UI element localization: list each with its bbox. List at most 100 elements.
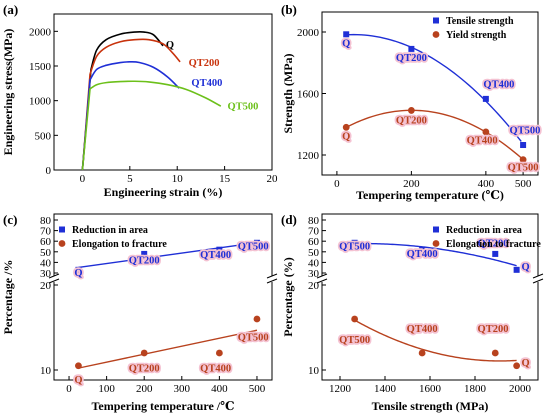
legend-marker [58,240,66,247]
point-label-glow: QT200 [129,255,160,266]
y-tick-label: 1200 [297,150,320,162]
data-point [351,239,358,246]
y-tick-label: 10 [40,365,52,377]
legend-marker [432,240,440,247]
point-label-glow: QT500 [339,335,370,346]
axis-break-gap [533,276,543,282]
y-axis-label: Percentage /% [1,260,15,335]
point-label-glow: QT500 [510,125,541,136]
legend-marker [433,226,439,233]
data-point [140,349,148,357]
point-label-glow: QT200 [478,324,509,335]
point-label: QT500 [238,332,269,343]
curve-label: QT500 [227,102,258,113]
point-label: QT200 [478,239,509,250]
data-point [343,31,350,38]
data-point [408,45,415,52]
x-tick-label: 15 [219,173,231,185]
x-axis-label: Engineering strain (%) [104,185,223,199]
panel-label: (b) [281,2,297,17]
stress-strain-curve [81,30,164,171]
point-label-glow: QT400 [407,249,438,260]
y-tick-label: 80 [308,215,320,227]
x-axis-label: Tensile strength (MPa) [372,399,489,413]
point-label: QT200 [129,255,160,266]
data-point [482,128,490,136]
x-tick-label: 5 [127,173,133,185]
point-label: QT200 [396,115,427,126]
panel-label: (a) [3,2,18,17]
point-label: Q [342,132,350,143]
axis-break-mark [316,273,328,279]
point-label: Q [74,268,82,279]
y-tick-label: 1500 [29,61,52,73]
y-axis-label: Strength (MPa) [281,53,295,133]
axis-break-mark [266,273,278,279]
x-tick-label: 1200 [329,383,352,395]
point-label-glow: Q [74,375,82,386]
point-label-glow: QT400 [467,135,498,146]
data-point [215,349,223,357]
legend-marker [432,31,440,38]
fit-curve [346,33,522,142]
point-label-glow: QT400 [200,364,231,375]
axis-break-mark [532,273,544,279]
data-point [253,239,260,246]
y-tick-label: 30 [308,268,320,280]
data-point [351,315,359,323]
point-label: Q [342,39,350,50]
y-tick-label: 70 [308,226,320,238]
x-tick-label: 1400 [374,383,397,395]
y-tick-label: 2000 [29,26,52,38]
y-tick-label: 2000 [297,27,320,39]
fit-line [78,329,258,369]
legend-label: Yield strength [446,30,507,41]
point-label-glow: Q [342,132,350,143]
fit-line [354,242,517,267]
fit-line [354,319,517,362]
x-tick-label: 2000 [509,383,532,395]
data-point [419,246,426,253]
point-label: QT500 [510,125,541,136]
point-label-glow: QT500 [508,162,539,173]
point-label: Q [522,358,530,369]
point-label: QT400 [407,249,438,260]
y-tick-label: 60 [40,236,52,248]
point-label: Q [74,375,82,386]
point-label-glow: QT500 [238,332,269,343]
axis-break-mark [266,278,278,284]
point-label: QT400 [483,79,514,90]
y-tick-label: 80 [40,215,52,227]
point-label: QT200 [396,53,427,64]
point-label-glow: QT200 [129,364,160,375]
point-label-glow: Q [522,358,530,369]
point-label-glow: QT500 [339,242,370,253]
y-tick-label: 20 [308,280,320,292]
point-label-glow: QT400 [407,324,438,335]
x-tick-label: 20 [267,173,279,185]
data-point [75,362,82,370]
point-label-glow: QT400 [200,250,231,261]
data-point [342,123,350,131]
x-tick-label: 0 [66,383,72,395]
data-point [491,349,499,357]
panel-b: 0 200 400 500 1200 1600 2000 Tempering temperat… [281,2,542,202]
axis-break-mark [48,278,60,284]
x-tick-label: 0 [334,178,340,190]
legend-label: Reduction in area [446,225,522,236]
curve-label: QT200 [189,58,220,69]
axis-break-mark [532,278,544,284]
point-label-glow: QT200 [396,115,427,126]
x-tick-label: 400 [478,178,495,190]
point-label-glow: QT500 [238,242,269,253]
axis-break-mark [48,273,60,279]
data-point [519,156,527,164]
data-point [513,362,521,370]
y-tick-label: 10 [308,365,320,377]
y-tick-label: 40 [40,257,52,269]
point-label-glow: Q [74,268,82,279]
x-tick-label: 300 [174,383,191,395]
y-tick-label: 70 [40,226,52,238]
